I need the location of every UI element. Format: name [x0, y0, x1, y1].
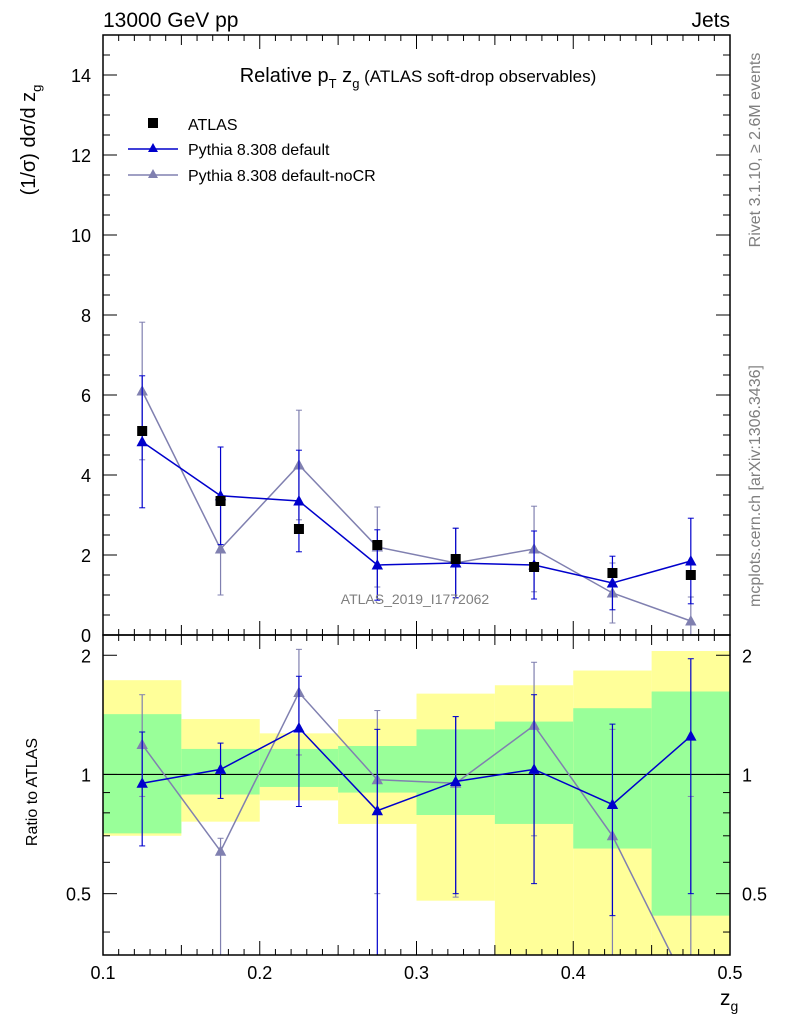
ratio-y-tick-label-right: 0.5 — [742, 885, 767, 905]
atlas-data-point — [607, 568, 618, 578]
header-right-label: Jets — [691, 9, 730, 32]
atlas-data-point — [529, 562, 540, 572]
ratio-y-tick-label-right: 2 — [742, 646, 752, 666]
atlas-data-point — [372, 540, 383, 550]
main-triangle-point — [136, 435, 148, 447]
main-triangle-point — [606, 577, 619, 588]
x-tick-label: 0.5 — [717, 963, 742, 983]
y-tick-label: 6 — [81, 386, 91, 406]
legend-default-label: Pythia 8.308 default — [188, 142, 330, 159]
ratio-y-tick-label: 0.5 — [66, 885, 91, 905]
x-tick-label: 0.4 — [561, 963, 586, 983]
atlas-data-point — [137, 426, 148, 436]
ratio-triangle-point — [528, 763, 540, 774]
ratio-triangle-point — [214, 763, 227, 774]
main-triangle-point — [293, 495, 305, 506]
main-series-line — [141, 441, 692, 584]
main-triangle-point — [214, 543, 227, 554]
y-tick-label: 14 — [71, 66, 91, 86]
main-series-line — [141, 390, 692, 622]
x-tick-label: 0.1 — [90, 963, 115, 983]
ratio-triangle-point — [136, 777, 148, 788]
atlas-data-point — [450, 554, 461, 564]
legend-nocr-marker — [148, 169, 158, 178]
main-y-axis-label: (1/σ) dσ/d zg — [18, 85, 44, 196]
main-triangle-point — [685, 555, 697, 566]
ratio-triangle-point — [606, 798, 619, 809]
ratio-triangle-point — [449, 775, 462, 786]
ratio-triangle-point — [214, 845, 227, 856]
legend: ATLAS Pythia 8.308 default Pythia 8.308 … — [128, 117, 376, 185]
x-tick-label: 0.3 — [404, 963, 429, 983]
rivet-label: Rivet 3.1.10, ≥ 2.6M events — [747, 53, 764, 248]
y-tick-label: 4 — [81, 466, 91, 486]
x-axis-label: zg — [720, 987, 738, 1014]
main-triangle-point — [685, 615, 697, 626]
analysis-watermark: ATLAS_2019_I1772062 — [341, 591, 490, 607]
ratio-y-axis-label: Ratio to ATLAS — [24, 738, 41, 846]
atlas-data-point — [685, 570, 696, 580]
legend-default-marker — [148, 143, 158, 152]
y-tick-label: 2 — [81, 546, 91, 566]
ratio-y-tick-label: 1 — [81, 765, 91, 785]
plot-title: Relative pT zg (ATLAS soft-drop observab… — [240, 65, 597, 91]
ratio-series-line — [142, 727, 692, 812]
header-left-label: 13000 GeV pp — [103, 9, 238, 32]
ratio-triangle-point — [685, 730, 697, 741]
ratio-triangle-point — [293, 722, 305, 733]
top-panel: 0 2 4 6 8 10 12 14 — [71, 34, 731, 646]
ratio-y-tick-label-right: 1 — [742, 765, 752, 785]
atlas-data-point — [215, 496, 226, 506]
legend-nocr-label: Pythia 8.308 default-noCR — [188, 168, 376, 185]
y-tick-label: 12 — [71, 146, 91, 166]
x-tick-label: 0.2 — [247, 963, 272, 983]
mcplots-label: mcplots.cern.ch [arXiv:1306.3436] — [747, 365, 764, 607]
ratio-y-tick-label: 2 — [81, 646, 91, 666]
main-triangle-point — [371, 559, 384, 570]
y-tick-label: 10 — [71, 226, 91, 246]
legend-atlas-label: ATLAS — [188, 117, 238, 134]
y-tick-label: 0 — [81, 626, 91, 646]
y-tick-label: 8 — [81, 306, 91, 326]
ratio-triangle-point — [371, 804, 384, 816]
legend-atlas-marker — [148, 118, 158, 128]
ratio-panel: 0.1 0.2 0.3 0.4 0.5 0.5 0.5 1 1 2 2 — [66, 634, 767, 983]
ratio-series-line — [141, 691, 673, 955]
atlas-data-point — [293, 524, 304, 534]
